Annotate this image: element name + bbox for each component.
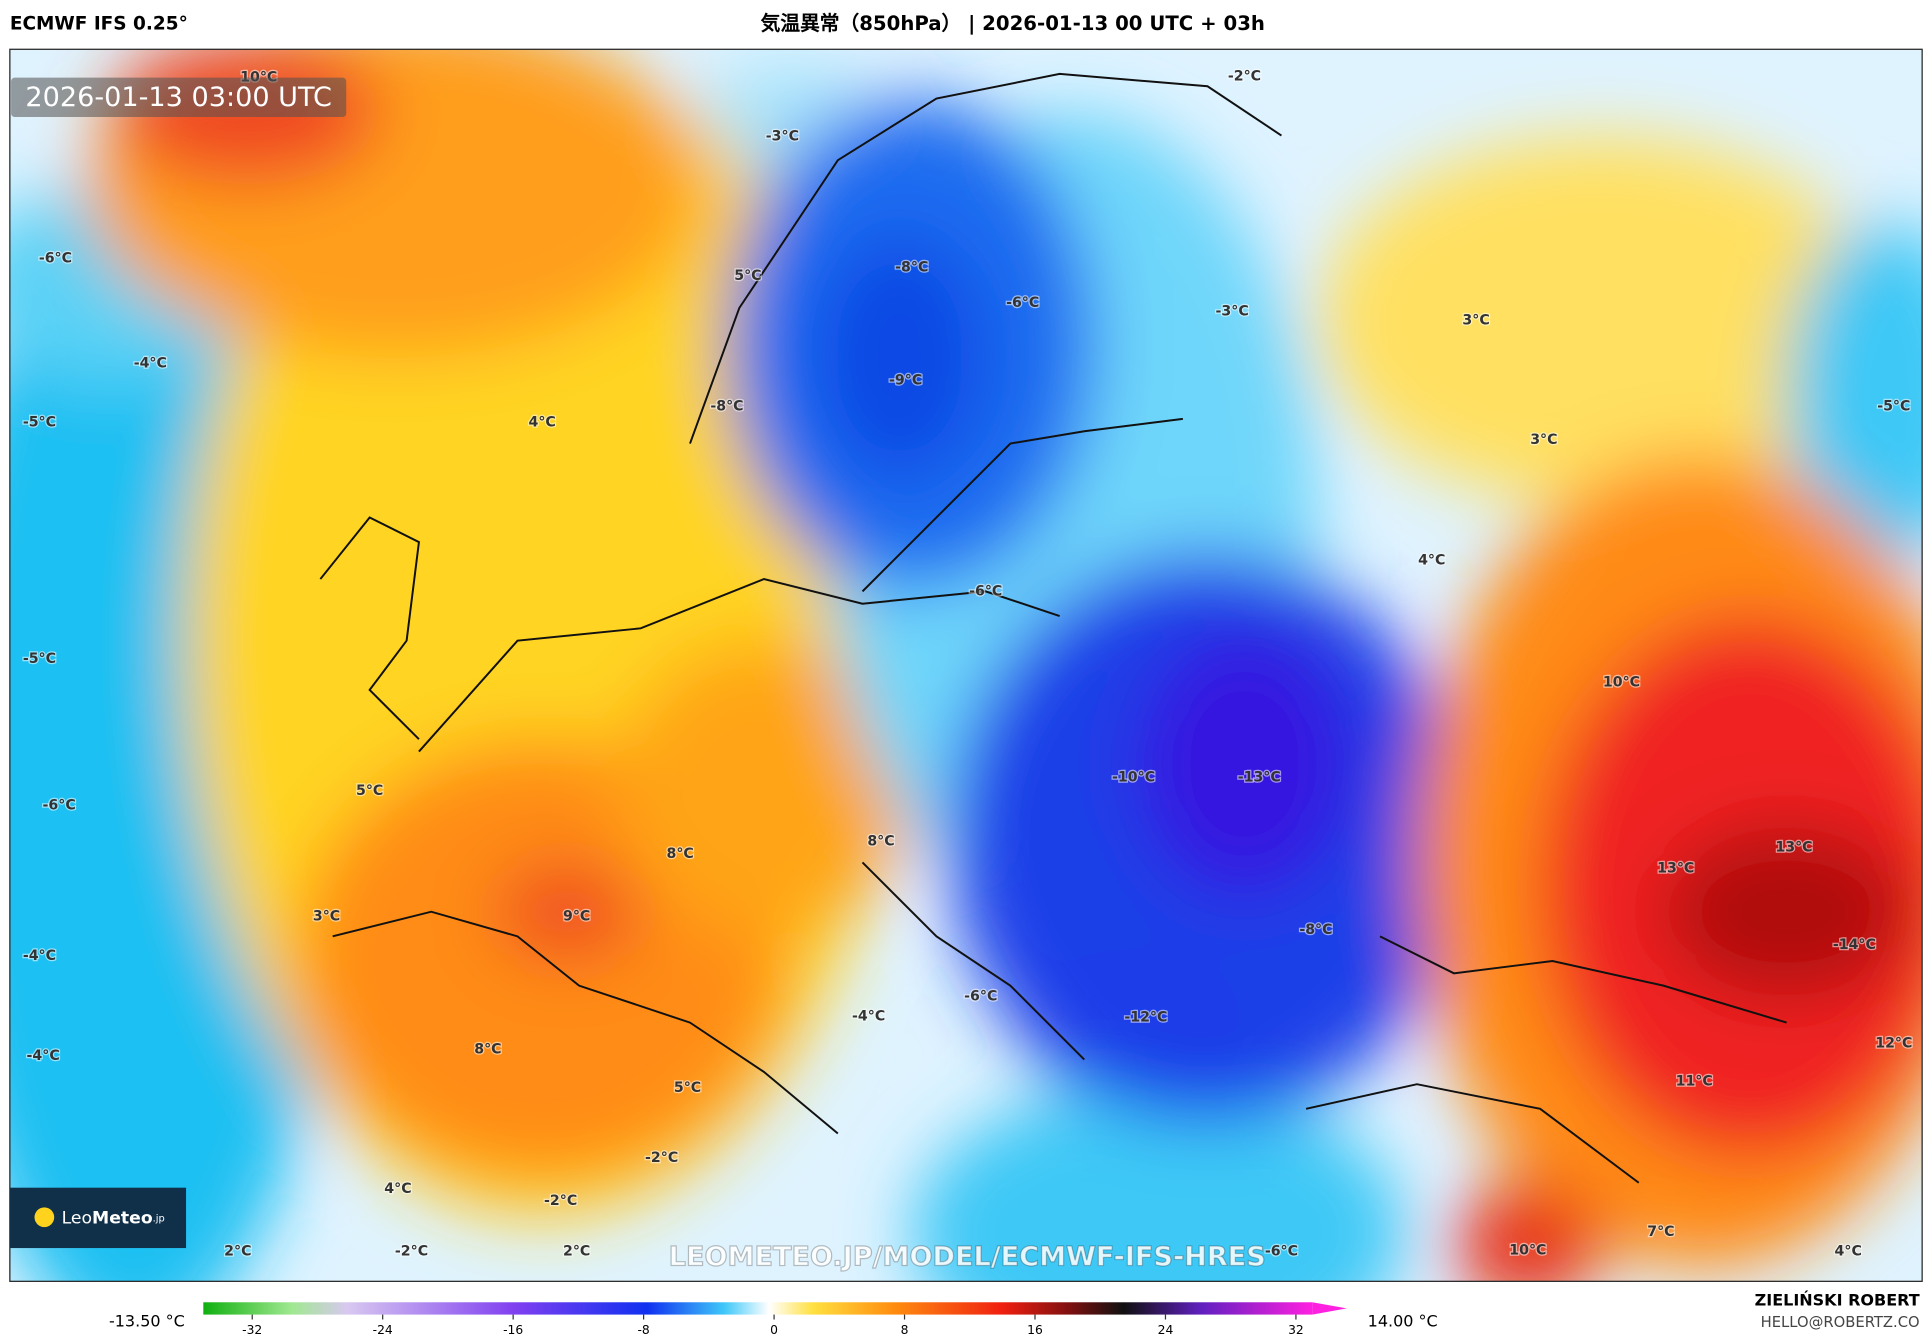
colorbar-tick-label: 0 (770, 1323, 778, 1337)
colorbar-tick-label: 32 (1288, 1323, 1304, 1337)
contour-label: 13°C (1657, 861, 1694, 877)
contour-label: -5°C (23, 651, 56, 667)
contour-label: -6°C (969, 583, 1002, 599)
timestamp-box (11, 77, 347, 118)
colorbar-tick-label: -24 (373, 1323, 393, 1337)
contour-label: 4°C (1418, 553, 1445, 569)
colorbar-tick-label: 16 (1027, 1323, 1043, 1337)
contour-label: 7°C (1647, 1224, 1674, 1240)
coastlines (319, 72, 1787, 1184)
contour-label: -6°C (39, 251, 72, 267)
contour-label: -8°C (710, 399, 743, 415)
contour-label: 12°C (1875, 1036, 1912, 1052)
contour-label: 5°C (734, 268, 761, 284)
contour-label: -6°C (964, 989, 997, 1005)
contour-label: -3°C (1216, 304, 1249, 320)
contour-label: -4°C (27, 1048, 60, 1064)
contour-label: -2°C (1228, 68, 1261, 84)
colorbar-tick-label: 24 (1158, 1323, 1174, 1337)
contour-label: -2°C (395, 1244, 428, 1260)
contour-label: -13°C (1238, 769, 1281, 785)
contour-label: 4°C (384, 1181, 411, 1197)
map-field: 10°C -2°C -3°C -6°C -8°C -6°C 5°C -3°C 3°C -4°C -9… (9, 49, 1923, 1282)
contour-label: 4°C (1835, 1244, 1862, 1260)
contour-label: 8°C (474, 1042, 501, 1058)
contour-label: -6°C (43, 798, 76, 814)
contour-label: -8°C (895, 259, 928, 275)
logo-name: Meteo (92, 1208, 153, 1228)
colorbar-tick-label: -16 (503, 1323, 523, 1337)
contour-label: 8°C (666, 846, 693, 862)
colorbar-tick-label: -32 (242, 1323, 262, 1337)
logo-sun (34, 1207, 55, 1228)
map-frame (9, 48, 1923, 1282)
contour-label: 3°C (1462, 312, 1489, 328)
contour-label: -4°C (134, 355, 167, 371)
logo-prefix: Leo (62, 1208, 92, 1228)
contour-label: -2°C (645, 1150, 678, 1166)
colorbar-body (203, 1302, 1313, 1315)
colorbar-extend (1312, 1302, 1347, 1315)
contour-label: -12°C (1124, 1010, 1167, 1026)
contact: HELLO@ROBERTZ.CO (1761, 1314, 1920, 1331)
contour-label: 4°C (528, 415, 555, 431)
contour-label: 9°C (563, 909, 590, 925)
contour-label: -2°C (544, 1193, 577, 1209)
contour-label: -14°C (1833, 937, 1876, 953)
colorbar-max: 14.00 °C (1368, 1311, 1438, 1330)
contour-label: 10°C (1509, 1243, 1546, 1259)
model-name: ECMWF IFS 0.25° (10, 14, 188, 35)
contour-label: -5°C (1877, 399, 1910, 415)
contour-label: -5°C (23, 415, 56, 431)
colorbar-tick-label: -8 (637, 1323, 649, 1337)
contour-label: 8°C (867, 833, 894, 849)
contour-label: 3°C (313, 909, 340, 925)
watermark: LEOMETEO.JP/MODEL/ECMWF-IFS-HRES (669, 1241, 1266, 1272)
contour-label: -10°C (1112, 769, 1155, 785)
colorbar-min: -13.50 °C (109, 1311, 185, 1330)
contour-label: 5°C (356, 783, 383, 799)
logo-suffix: .jp (153, 1213, 165, 1224)
contour-label: 5°C (674, 1080, 701, 1096)
colorbar-tick-label: 8 (901, 1323, 909, 1337)
contour-label: -6°C (1265, 1244, 1298, 1260)
contour-label: 13°C (1775, 840, 1812, 856)
contour-label: -4°C (23, 948, 56, 964)
contour-label: -4°C (852, 1008, 885, 1024)
contour-label: 3°C (1530, 432, 1557, 448)
contour-label: 2°C (224, 1244, 251, 1260)
contour-label: -9°C (889, 373, 922, 389)
author: ZIELIŃSKI ROBERT (1755, 1291, 1920, 1310)
logo: LeoMeteo.jp (62, 1208, 165, 1228)
colorbar: -32 -24 -16 -8 0 8 16 24 32 (203, 1302, 1347, 1337)
contour-label: -3°C (766, 129, 799, 145)
contour-label: -8°C (1299, 922, 1332, 938)
contour-label: -6°C (1006, 295, 1039, 311)
contour-label: 2°C (563, 1244, 590, 1260)
contour-label: 11°C (1676, 1074, 1713, 1090)
timestamp: 2026-01-13 03:00 UTC (25, 82, 331, 113)
chart-title: 気温異常（850hPa） | 2026-01-13 00 UTC + 03h (761, 12, 1265, 35)
contour-label: 10°C (1603, 675, 1640, 691)
